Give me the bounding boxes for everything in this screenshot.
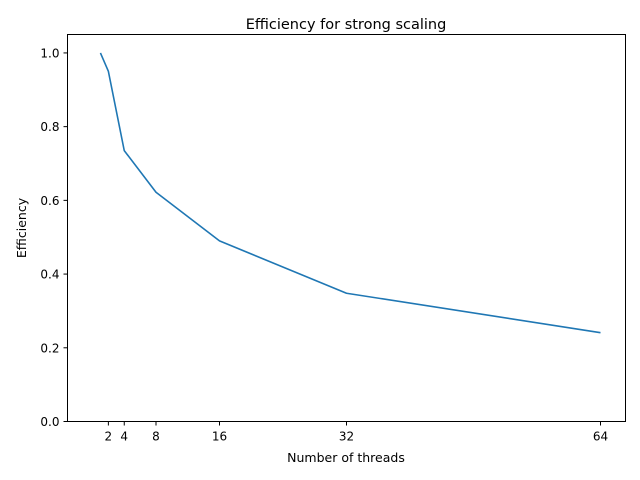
- x-tick-label: 16: [212, 430, 227, 444]
- y-tick-label: 1.0: [40, 46, 59, 60]
- y-tick-label: 0.2: [40, 341, 59, 355]
- x-tick-label: 4: [120, 430, 128, 444]
- y-tick-label: 0.8: [40, 120, 59, 134]
- x-tick-label: 2: [105, 430, 113, 444]
- y-tick-label: 0.6: [40, 194, 59, 208]
- x-tick-label: 32: [339, 430, 354, 444]
- y-tick-label: 0.4: [40, 268, 59, 282]
- plot-frame: [67, 34, 626, 422]
- series-line: [99, 52, 601, 334]
- series-layer: [99, 52, 601, 334]
- x-axis-label: Number of threads: [287, 450, 405, 465]
- chart-title: Efficiency for strong scaling: [246, 17, 447, 33]
- x-axis: 2 4 8 16 32 64: [105, 421, 608, 444]
- y-axis-label: Efficiency: [14, 197, 29, 258]
- x-tick-label: 8: [152, 430, 160, 444]
- x-tick-label: 64: [593, 430, 608, 444]
- y-axis: 0.0 0.2 0.4 0.6 0.8 1.0: [40, 46, 68, 429]
- y-tick-label: 0.0: [40, 415, 59, 429]
